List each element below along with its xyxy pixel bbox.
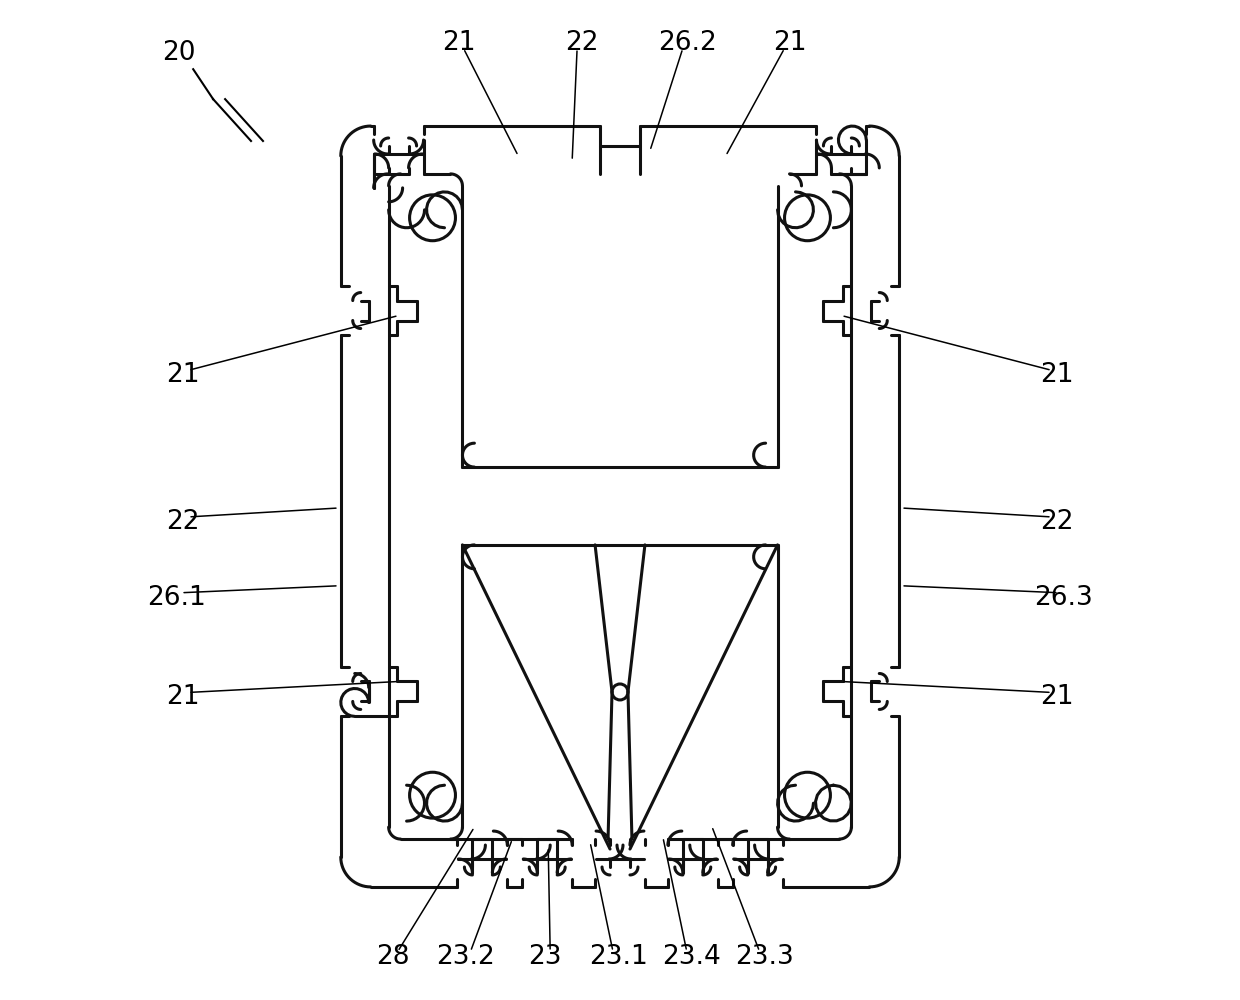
Text: 23.3: 23.3 [735,944,794,970]
Text: 23.4: 23.4 [662,944,722,970]
Text: 21: 21 [773,30,806,56]
Text: 26.1: 26.1 [146,585,206,611]
Text: 23.2: 23.2 [436,944,495,970]
Text: 21: 21 [1040,684,1074,710]
Text: 28: 28 [376,944,409,970]
Text: 22: 22 [166,509,200,535]
Text: 21: 21 [1040,362,1074,388]
Text: 26.3: 26.3 [1034,585,1094,611]
Text: 23.1: 23.1 [589,944,647,970]
Text: 21: 21 [166,684,200,710]
Text: 26.2: 26.2 [658,30,717,56]
Text: 22: 22 [1040,509,1074,535]
Text: 21: 21 [166,362,200,388]
Text: 20: 20 [162,40,196,66]
Text: 22: 22 [565,30,599,56]
Text: 21: 21 [441,30,475,56]
Text: 23: 23 [528,944,562,970]
